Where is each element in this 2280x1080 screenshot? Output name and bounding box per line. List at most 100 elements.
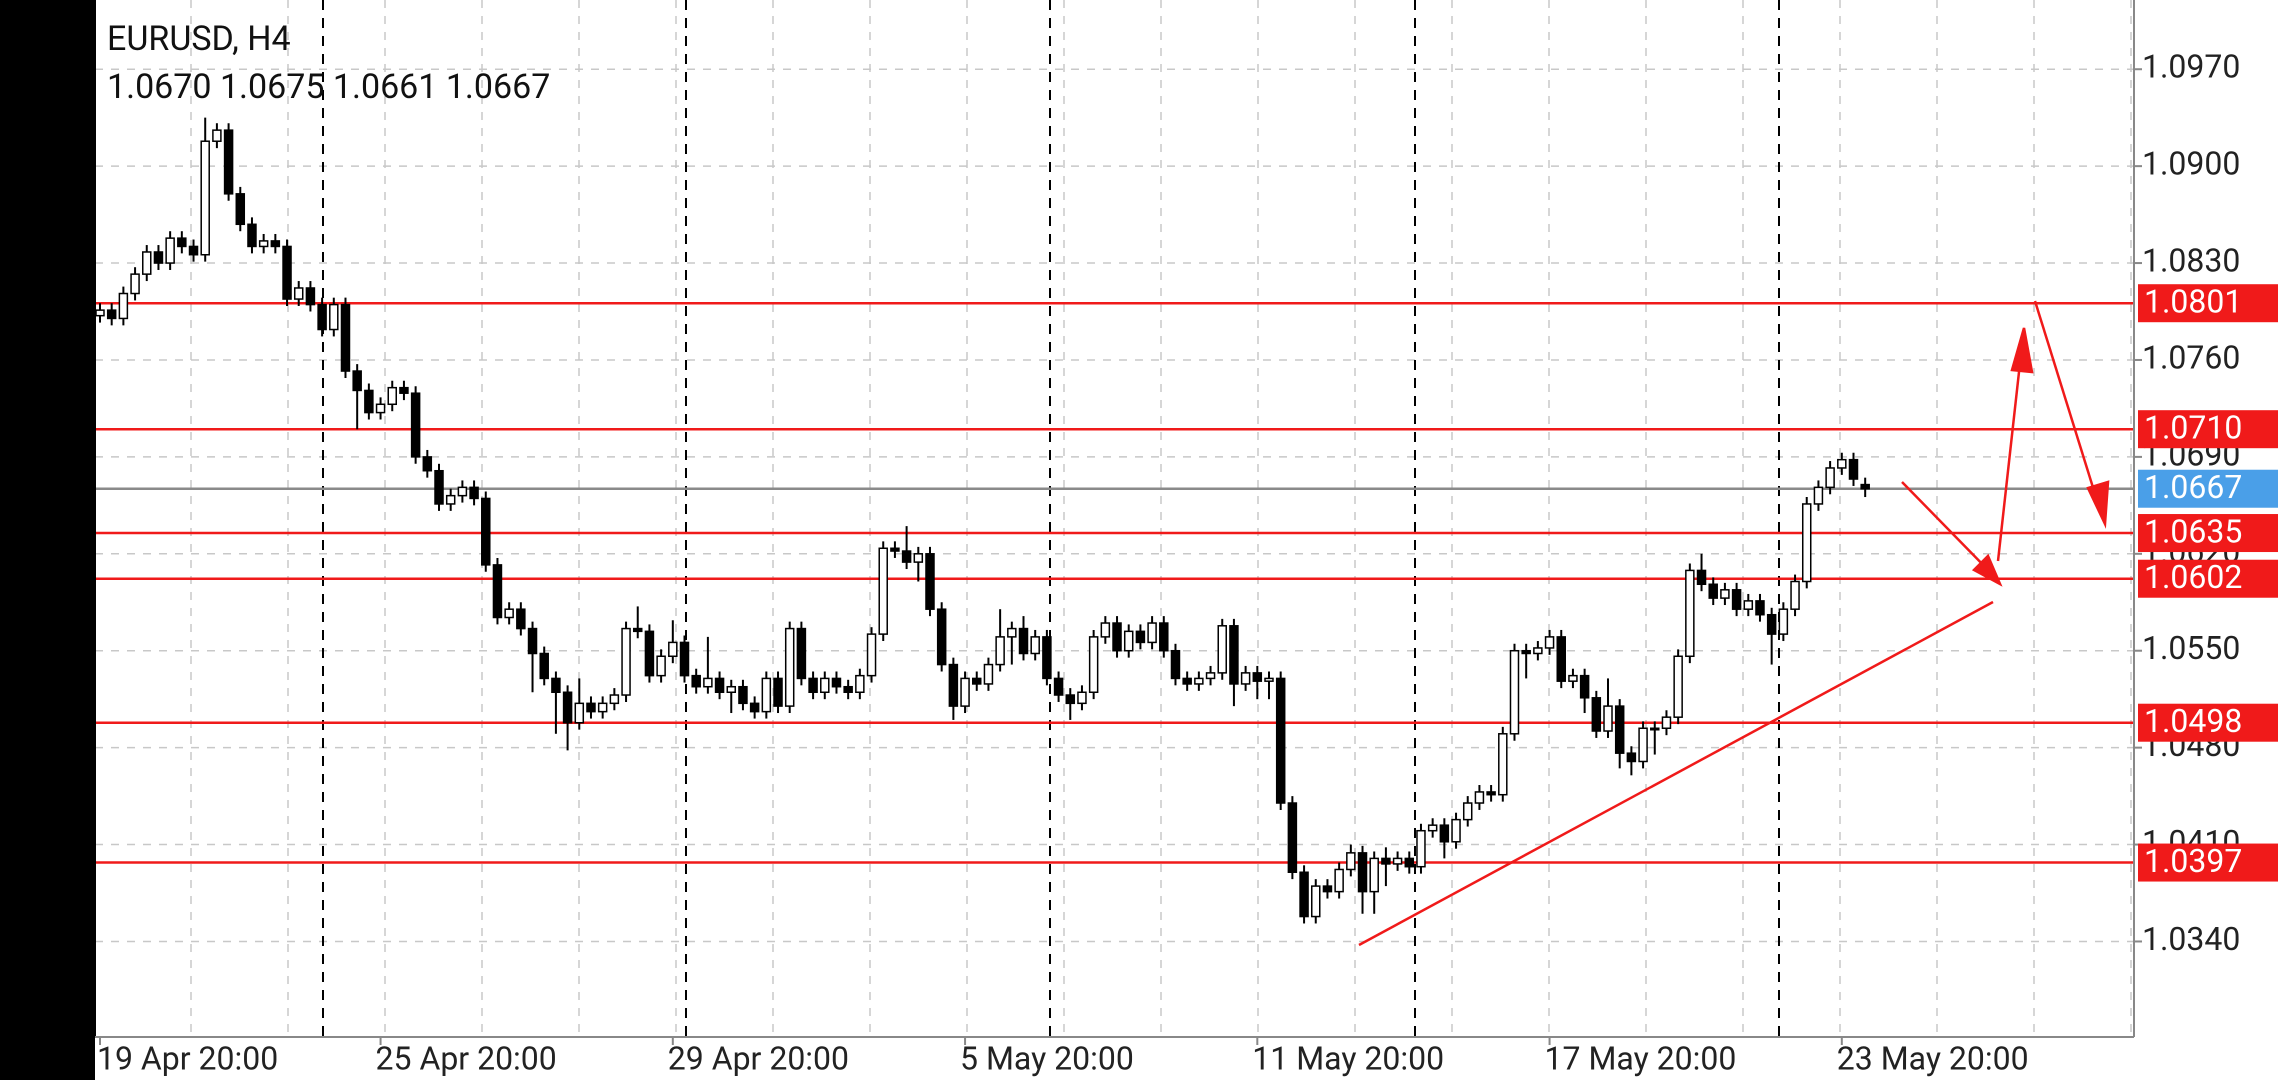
candle-body	[972, 677, 982, 685]
candle-body	[1568, 674, 1578, 682]
candle-body	[1486, 791, 1496, 796]
candle-body	[1860, 483, 1870, 490]
candle-body	[656, 655, 666, 677]
candle-body	[1614, 705, 1625, 754]
candle-body	[1100, 622, 1111, 638]
candle-body	[609, 694, 620, 705]
candle-body	[913, 553, 924, 563]
candle-body	[551, 677, 561, 694]
arrow	[2033, 300, 2102, 511]
candle-body	[1112, 622, 1122, 652]
candle-body	[796, 627, 807, 680]
candle-body	[1205, 672, 1216, 680]
candle-body	[235, 193, 246, 226]
candle-body	[1533, 647, 1543, 655]
level-box	[2138, 514, 2278, 553]
candle-body	[1123, 630, 1134, 652]
candle-body	[890, 547, 900, 552]
x-tick-label: 25 Apr 20:00	[376, 1039, 557, 1077]
candle-body	[1720, 589, 1730, 599]
candle-body	[749, 702, 760, 713]
chart-background	[95, 0, 2280, 1080]
candle-body	[1498, 733, 1508, 796]
arrow-head	[1971, 553, 2003, 587]
candle-body	[317, 303, 327, 331]
candle-body	[1626, 752, 1637, 763]
level-label: 1.0498	[2144, 702, 2242, 740]
candle-body	[434, 469, 444, 505]
candle-body	[1731, 589, 1742, 610]
candle-body	[481, 497, 491, 566]
candle-body	[1007, 627, 1017, 638]
candle-body	[165, 237, 175, 264]
level-box	[2138, 284, 2278, 323]
candle-body	[960, 677, 970, 707]
candle-body	[1392, 857, 1403, 865]
candle-body	[293, 287, 304, 300]
candle-body	[1252, 672, 1263, 682]
drawings	[1358, 300, 2110, 947]
candle-body	[445, 494, 456, 505]
y-tick-label: 1.0340	[2142, 920, 2240, 958]
candle-body	[1159, 622, 1169, 652]
candle-body	[469, 486, 479, 500]
ohlc-readout: 1.0670 1.0675 1.0661 1.0667	[107, 67, 550, 107]
candle-body	[901, 550, 912, 563]
candle-body	[1544, 636, 1555, 649]
candle-body	[1018, 627, 1029, 655]
candle-body	[1194, 677, 1204, 685]
level-box	[2138, 843, 2278, 882]
candle-body	[212, 129, 222, 142]
candle-body	[527, 627, 538, 655]
candle-body	[1065, 694, 1076, 705]
level-label: 1.0635	[2144, 512, 2242, 550]
candle-body	[644, 630, 655, 677]
x-tick-label: 19 Apr 20:00	[97, 1039, 278, 1077]
candle-body	[1381, 857, 1391, 865]
candle-body	[936, 608, 947, 666]
candle-body	[586, 702, 596, 713]
candle-body	[1556, 636, 1566, 682]
candle-body	[679, 641, 690, 677]
candle-body	[340, 303, 351, 372]
candle-body	[1311, 885, 1321, 918]
candle-body	[1638, 727, 1648, 763]
chart-title: EURUSD, H4	[107, 19, 291, 59]
x-tick-label: 5 May 20:00	[960, 1039, 1134, 1077]
candle-body	[95, 309, 105, 317]
candle-body	[1685, 569, 1695, 658]
candle-body	[1170, 649, 1181, 680]
candle-body	[866, 633, 877, 677]
period-separators	[322, 0, 1780, 1037]
candle-body	[282, 245, 292, 300]
candle-body	[1322, 885, 1333, 893]
candle-body	[1603, 705, 1613, 732]
candle-body	[270, 240, 281, 248]
candle-body	[621, 627, 631, 696]
candle-body	[983, 663, 994, 685]
y-tick-label: 1.0830	[2142, 242, 2240, 280]
candle-body	[1427, 824, 1438, 832]
candle-body	[106, 309, 117, 320]
x-tick-label: 11 May 20:00	[1252, 1039, 1444, 1077]
arrow	[1996, 344, 2024, 562]
candle-body	[1404, 857, 1415, 868]
candle-body	[1287, 802, 1298, 873]
candle-body	[352, 370, 362, 392]
candle-body	[1346, 852, 1356, 871]
candle-body	[1416, 829, 1426, 868]
candle-body	[142, 251, 152, 275]
candle-body	[1462, 802, 1473, 821]
candle-body	[1521, 649, 1531, 655]
candle-body	[808, 677, 818, 694]
level-label: 1.0801	[2144, 283, 2242, 321]
candle-body	[1299, 871, 1309, 918]
level-label: 1.0602	[2144, 558, 2242, 596]
candle-body	[1813, 486, 1824, 505]
candle-body	[539, 652, 549, 680]
candle-body	[1042, 636, 1052, 680]
candle-body	[1240, 672, 1251, 685]
candle-body	[1451, 818, 1461, 843]
candle-body	[329, 303, 339, 331]
current-price-box	[2138, 469, 2278, 508]
